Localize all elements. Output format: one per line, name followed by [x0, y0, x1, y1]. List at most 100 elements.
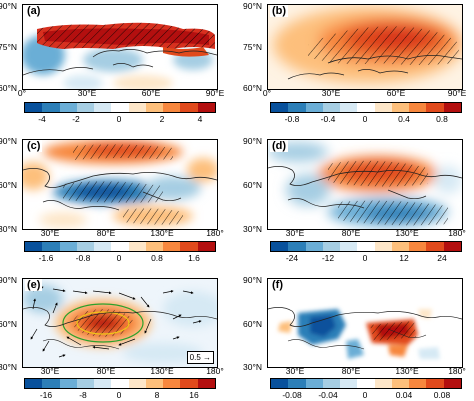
colorbar-segment: [391, 242, 410, 251]
colorbar-segment: [163, 242, 181, 251]
colorbar-tick: 8: [154, 390, 160, 400]
colorbar-segment: [409, 103, 427, 112]
colorbar-tick: 16: [189, 390, 199, 400]
reference-vector-label: 0.5: [189, 353, 201, 362]
lat-label: 60°N: [0, 180, 17, 190]
colorbar-segment: [288, 103, 306, 112]
colorbar-tick: -8: [79, 390, 87, 400]
colorbar-segment: [197, 242, 215, 251]
lon-label: 60°E: [386, 88, 406, 98]
lat-label: 75°N: [0, 42, 17, 52]
colorbar-tick: -0.8: [75, 253, 91, 263]
colorbar-segment: [42, 242, 60, 251]
lon-label: 180°: [448, 366, 466, 376]
colorbar-segment: [357, 242, 375, 251]
colorbar-segment: [94, 379, 112, 388]
colorbar-tick: -0.08: [282, 390, 302, 400]
lon-label: 0°: [262, 88, 272, 98]
colorbar-tick: -4: [38, 114, 46, 124]
colorbar-tick: 0: [116, 253, 122, 263]
colorbar-tick: 2: [159, 114, 165, 124]
colorbar-tick: -16: [39, 390, 53, 400]
colorbar-tick: 12: [399, 253, 409, 263]
colorbar-tick: 0.04: [395, 390, 413, 400]
lon-label: 90°E: [447, 88, 467, 98]
lon-label: 180°: [206, 366, 224, 376]
colorbar-c: [24, 241, 216, 252]
colorbar-a: [24, 102, 216, 113]
reference-arrow-icon: →: [203, 353, 211, 362]
colorbar-tick: 0.08: [433, 390, 451, 400]
map-d: (d): [267, 139, 463, 230]
colorbar-segment: [305, 103, 323, 112]
colorbar-segment: [145, 379, 164, 388]
colorbar-segment: [145, 242, 164, 251]
colorbar-segment: [271, 103, 289, 112]
lat-label: 90°N: [0, 275, 17, 285]
lon-label: 130°E: [395, 366, 419, 376]
colorbar-segment: [111, 379, 129, 388]
lat-label: 30°N: [0, 362, 17, 372]
colorbar-segment: [322, 103, 341, 112]
colorbar-segment: [409, 379, 427, 388]
colorbar-segment: [76, 103, 95, 112]
colorbar-segment: [426, 103, 444, 112]
colorbar-segment: [128, 379, 146, 388]
colorbar-tick: 0: [116, 390, 122, 400]
colorbar-segment: [374, 103, 392, 112]
colorbar-segment: [163, 379, 181, 388]
lon-label: 180°: [448, 228, 466, 238]
colorbar-segment: [76, 379, 95, 388]
colorbar-tick: 0: [362, 390, 368, 400]
panel-label: (b): [270, 5, 289, 17]
colorbar-segment: [409, 242, 427, 251]
colorbar-segment: [426, 242, 444, 251]
lat-label: 60°N: [0, 319, 17, 329]
lon-label: 0°: [17, 88, 27, 98]
lon-label: 80°E: [96, 366, 116, 376]
lon-label: 30°E: [285, 228, 305, 238]
colorbar-segment: [340, 379, 358, 388]
lat-label: 60°N: [243, 83, 262, 93]
colorbar-segment: [443, 379, 461, 388]
lat-label: 90°N: [243, 275, 262, 285]
colorbar-tick: 0.8: [436, 114, 448, 124]
colorbar-tick: 0: [116, 114, 122, 124]
colorbar-segment: [443, 103, 461, 112]
colorbar-segment: [271, 379, 289, 388]
colorbar-segment: [59, 242, 77, 251]
map-a: (a): [22, 4, 218, 90]
lon-label: 80°E: [341, 366, 361, 376]
lat-label: 90°N: [0, 136, 17, 146]
lat-label: 75°N: [243, 42, 262, 52]
colorbar-segment: [340, 242, 358, 251]
colorbar-tick: 4: [197, 114, 203, 124]
colorbar-tick: 1.6: [188, 253, 200, 263]
panel-label: (c): [25, 140, 43, 152]
colorbar-tick: -24: [285, 253, 299, 263]
colorbar-segment: [357, 379, 375, 388]
colorbar-segment: [305, 242, 323, 251]
lat-label: 60°N: [243, 180, 262, 190]
lat-label: 60°N: [243, 319, 262, 329]
colorbar-tick: -12: [321, 253, 335, 263]
colorbar-segment: [288, 379, 306, 388]
panel-label: (a): [25, 5, 43, 17]
colorbar-segment: [111, 242, 129, 251]
colorbar-tick: -2: [72, 114, 80, 124]
colorbar-segment: [180, 242, 198, 251]
colorbar-tick: 24: [437, 253, 447, 263]
reference-vector-box: 0.5 →: [186, 351, 214, 364]
colorbar-segment: [94, 103, 112, 112]
lon-label: 90°E: [205, 88, 225, 98]
panel-label: (d): [270, 140, 289, 152]
colorbar-segment: [163, 103, 181, 112]
lon-label: 30°E: [285, 366, 305, 376]
colorbar-segment: [128, 103, 146, 112]
colorbar-segment: [128, 242, 146, 251]
lon-label: 180°: [206, 228, 224, 238]
lon-label: 130°E: [150, 228, 174, 238]
colorbar-segment: [197, 379, 215, 388]
colorbar-tick: -0.4: [320, 114, 336, 124]
colorbar-segment: [94, 242, 112, 251]
